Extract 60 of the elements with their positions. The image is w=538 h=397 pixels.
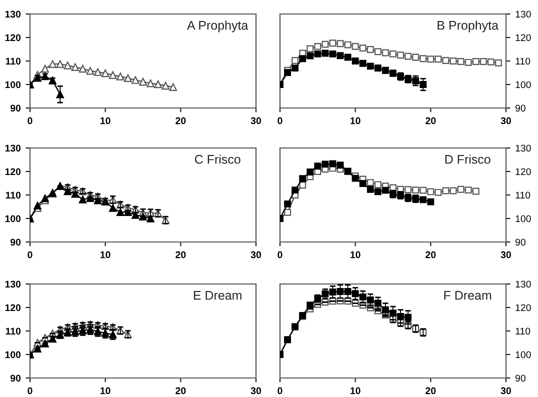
y-tick-label: 130 [5,280,21,288]
x-tick-label: 20 [426,251,436,258]
x-tick-label: 10 [100,251,110,258]
y-tick-label: 130 [5,144,21,152]
x-tick-label: 20 [426,387,436,394]
y-tick-label: 90 [10,374,21,382]
y-tick-label: 120 [516,168,531,176]
x-tick-label: 10 [350,387,360,394]
y-tick-label: 90 [10,238,21,246]
x-tick-label: 30 [250,251,262,258]
x-tick-label: 20 [176,117,186,124]
y-tick-label: 110 [6,58,21,65]
annotation: B Prophyta [438,20,498,32]
y-tick-label: 130 [5,10,21,18]
x-tick-label: 10 [350,251,360,258]
x-tick-label: 0 [28,387,32,394]
x-tick-label: 30 [250,387,262,394]
x-tick-label: 0 [278,117,282,124]
x-tick-label: 0 [28,251,32,258]
y-tick-label: 110 [516,192,530,199]
y-tick-label: 100 [516,351,531,358]
y-tick-label: 100 [5,81,21,88]
y-tick-label: 120 [516,304,531,312]
x-tick-label: 30 [500,117,512,124]
annotation: C Frisco [194,154,240,164]
y-tick-label: 110 [516,58,530,65]
y-tick-label: 120 [5,304,21,312]
x-tick-label: 10 [100,387,110,394]
x-tick-label: 20 [176,251,186,258]
y-tick-label: 110 [516,328,530,335]
annotation: F Dream [444,291,492,300]
annotation: D Frisco [445,154,490,164]
x-tick-label: 10 [350,117,360,124]
x-tick-label: 0 [278,387,282,394]
y-tick-label: 90 [10,104,21,112]
x-tick-label: 30 [250,117,262,124]
y-tick-label: 120 [5,34,21,42]
y-tick-label: 120 [5,168,21,176]
x-tick-label: 20 [176,387,186,394]
y-tick-label: 110 [6,192,21,199]
y-tick-label: 90 [515,104,526,112]
y-tick-label: 100 [5,351,21,358]
y-tick-label: 110 [6,328,21,335]
y-tick-label: 100 [516,215,531,222]
x-tick-label: 0 [28,117,32,124]
y-tick-label: 120 [516,34,531,42]
x-tick-label: 30 [500,251,512,258]
y-tick-label: 90 [515,374,526,382]
y-tick-label: 100 [5,215,21,222]
y-tick-label: 130 [516,10,531,18]
annotation: E Dream [194,291,242,300]
y-tick-label: 130 [516,280,531,288]
x-tick-label: 0 [278,251,282,258]
x-tick-label: 10 [100,117,110,124]
y-tick-label: 130 [516,144,531,152]
x-tick-label: 20 [426,117,436,124]
annotation: A Prophyta [187,20,248,32]
y-tick-label: 100 [516,81,531,88]
x-tick-label: 30 [500,387,512,394]
y-tick-label: 90 [515,238,526,246]
